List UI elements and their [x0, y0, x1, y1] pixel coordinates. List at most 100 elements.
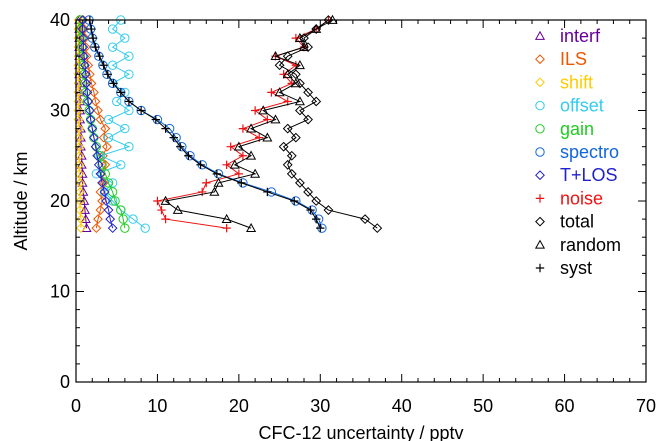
data-point	[213, 177, 224, 187]
data-point	[95, 52, 104, 61]
data-point	[124, 51, 134, 61]
data-point	[77, 168, 88, 178]
data-point	[250, 168, 261, 178]
data-point	[124, 69, 134, 80]
data-point	[98, 132, 109, 143]
data-point	[75, 196, 85, 206]
data-point	[75, 223, 86, 234]
legend-item: gain	[535, 119, 594, 139]
y-axis-title: Altitude / km	[11, 151, 31, 250]
data-point	[107, 24, 118, 34]
data-point	[89, 87, 99, 98]
data-point	[234, 169, 244, 179]
data-point	[286, 150, 297, 161]
data-point	[78, 15, 89, 25]
legend: interf ILS shift offset gain spectro T+LOS nois…	[534, 26, 621, 278]
data-point	[116, 88, 125, 97]
legend-marker	[535, 54, 545, 65]
data-point	[116, 160, 126, 170]
legend-marker	[535, 170, 545, 181]
data-point	[78, 186, 89, 196]
data-point	[79, 204, 91, 214]
data-point	[161, 124, 170, 133]
data-point	[202, 178, 211, 188]
data-point	[78, 60, 89, 70]
data-point	[303, 187, 313, 197]
series-line	[156, 19, 329, 229]
data-point	[298, 41, 310, 52]
data-point	[77, 24, 88, 34]
y-tick-label: 0	[60, 372, 70, 392]
series-random	[160, 14, 338, 233]
legend-label: gain	[560, 119, 594, 139]
data-point	[88, 33, 98, 43]
data-point	[84, 105, 95, 116]
data-point	[92, 150, 103, 161]
data-point	[87, 123, 98, 134]
x-tick-label: 40	[392, 396, 412, 416]
legend-label: interf	[560, 26, 601, 46]
legend-item: random	[534, 235, 621, 255]
data-point	[81, 87, 91, 98]
x-tick-label: 30	[310, 396, 330, 416]
data-point	[107, 196, 118, 206]
data-point	[262, 132, 273, 142]
series-layer	[73, 14, 383, 234]
data-point	[153, 196, 162, 206]
data-point	[100, 123, 111, 134]
data-point	[246, 150, 257, 160]
y-tick-label: 40	[50, 10, 70, 30]
data-point	[282, 159, 293, 170]
data-point	[136, 106, 146, 115]
data-point	[84, 69, 95, 80]
data-point	[274, 87, 285, 97]
data-point	[312, 214, 321, 224]
data-point	[103, 132, 114, 143]
data-point	[91, 42, 100, 52]
data-point	[100, 159, 111, 170]
legend-marker	[534, 239, 546, 249]
legend-label: offset	[560, 96, 604, 116]
data-point	[209, 186, 220, 196]
legend-item: T+LOS	[535, 165, 618, 185]
data-point	[83, 60, 94, 71]
data-point	[303, 114, 313, 125]
data-point	[97, 160, 107, 170]
data-point	[82, 87, 93, 98]
data-point	[294, 32, 305, 42]
legend-label: ILS	[560, 49, 587, 69]
legend-item: offset	[535, 96, 604, 116]
data-point	[238, 124, 248, 133]
legend-item: shift	[535, 72, 593, 92]
data-point	[118, 214, 128, 224]
data-point	[303, 87, 313, 98]
data-point	[157, 205, 166, 215]
legend-marker	[535, 194, 545, 203]
data-point	[79, 51, 90, 62]
data-point	[120, 223, 130, 233]
y-tick-label: 20	[50, 191, 70, 211]
data-point	[124, 97, 134, 106]
data-point	[246, 222, 257, 233]
data-point	[221, 213, 232, 223]
x-tick-label: 10	[147, 396, 167, 416]
data-point	[238, 151, 248, 160]
legend-item: spectro	[535, 142, 619, 162]
y-tick-label: 10	[50, 282, 70, 302]
data-point	[295, 105, 305, 116]
data-point	[78, 42, 89, 53]
data-point	[229, 159, 240, 169]
data-point	[120, 33, 130, 43]
legend-item: ILS	[535, 49, 587, 69]
data-point	[75, 205, 85, 215]
data-point	[76, 24, 86, 34]
data-point	[212, 169, 222, 179]
data-point	[161, 214, 170, 224]
legend-label: noise	[560, 188, 603, 208]
legend-label: T+LOS	[560, 165, 618, 185]
data-point	[316, 223, 325, 233]
data-point	[176, 142, 185, 151]
data-point	[93, 159, 104, 170]
data-point	[124, 142, 134, 152]
